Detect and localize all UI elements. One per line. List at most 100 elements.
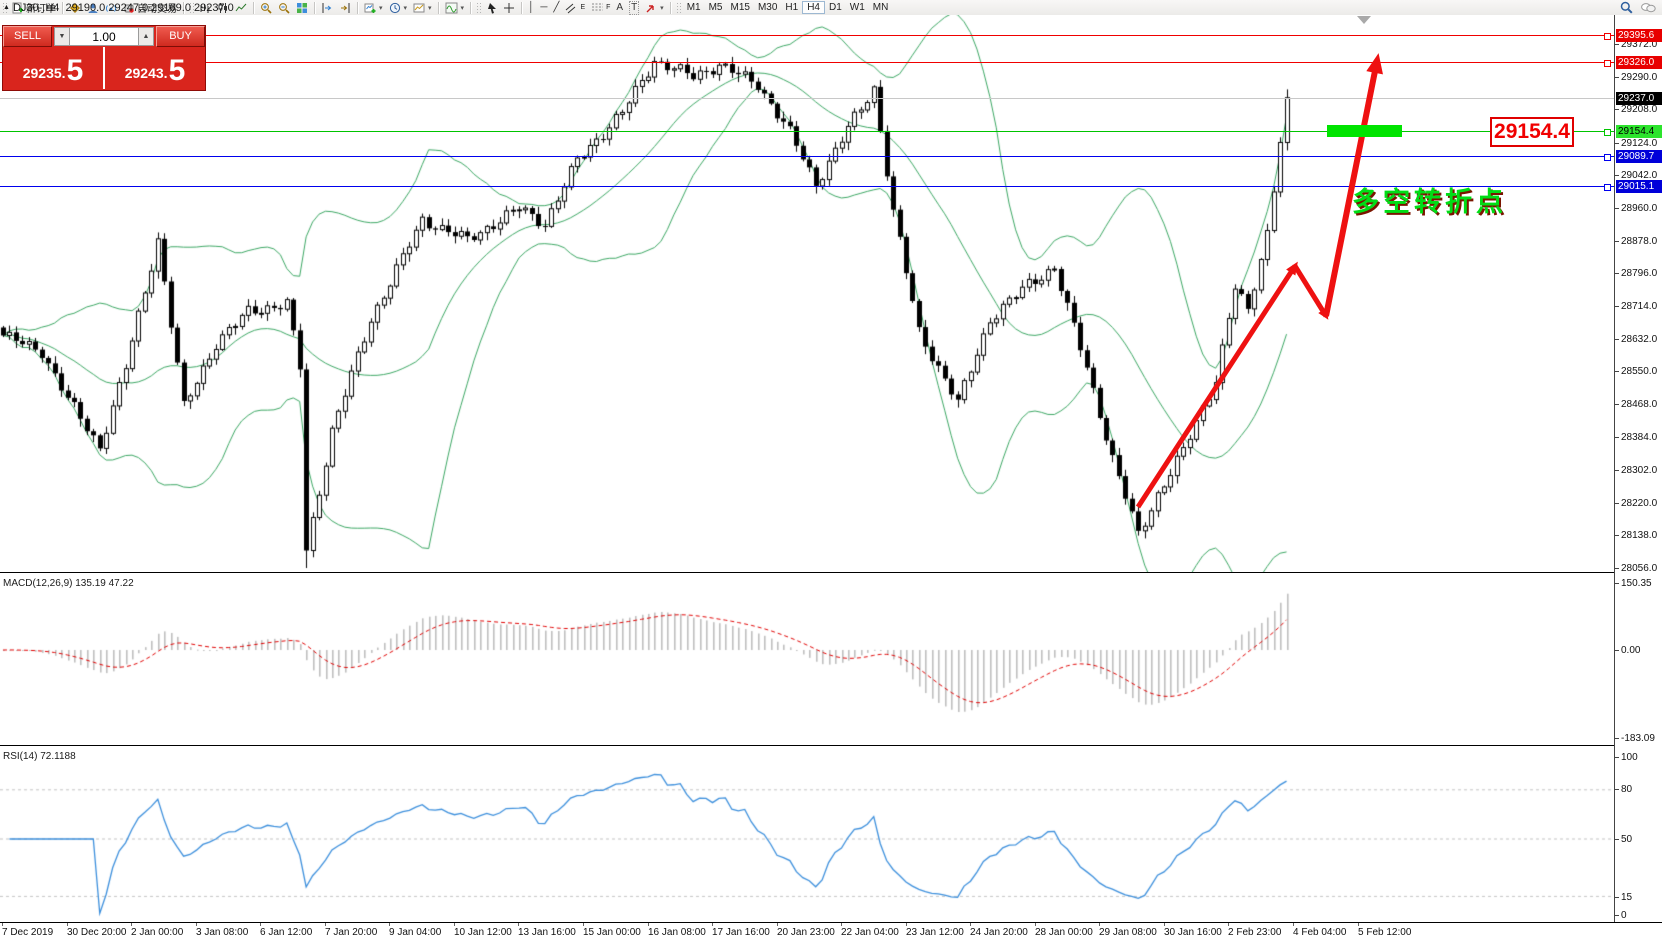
- macd-axis-label: 150.35: [1621, 578, 1652, 589]
- trendline-button[interactable]: ╱: [550, 1, 562, 15]
- zoom-in-icon: [261, 2, 272, 14]
- text-button[interactable]: A: [613, 1, 626, 15]
- channel-button[interactable]: E: [562, 1, 588, 15]
- auto-scroll-icon: [341, 2, 350, 13]
- timeframe-M1[interactable]: M1: [686, 2, 701, 13]
- axis-tick-label: 28632.0: [1621, 334, 1658, 345]
- axis-tick: [1615, 535, 1619, 536]
- arrows-button[interactable]: ▾: [642, 1, 667, 15]
- chart-shift-button[interactable]: [318, 1, 336, 15]
- level-lines-overlay: [0, 15, 1614, 572]
- bar-chart-button[interactable]: [196, 1, 214, 15]
- cursor-button[interactable]: [483, 1, 500, 15]
- line-chart-button[interactable]: [232, 1, 250, 15]
- level-line-29326.0[interactable]: [0, 62, 1614, 63]
- level-line-29089.7[interactable]: [0, 156, 1614, 157]
- time-label: 5 Feb 12:00: [1358, 927, 1412, 938]
- indicators-button[interactable]: ▾: [442, 1, 468, 15]
- signals-button[interactable]: [102, 1, 120, 15]
- price-axis[interactable]: 29395.6 29326.0 29237.0 29154.4 29089.7 29015…: [1614, 15, 1662, 922]
- price-callout-label[interactable]: 29154.4: [1490, 116, 1574, 147]
- timeframe-M30[interactable]: M30: [757, 2, 778, 13]
- axis-tick-label: 29124.0: [1621, 138, 1658, 149]
- turning-point-annotation[interactable]: 多空转折点: [1352, 187, 1507, 217]
- level-line-29154.4[interactable]: [0, 131, 1614, 132]
- trendline-icon: ╱: [553, 1, 560, 13]
- axis-tick-label: 28796.0: [1621, 268, 1658, 279]
- timeframe-H4[interactable]: H4: [802, 1, 825, 14]
- zoom-in-button[interactable]: [257, 1, 275, 15]
- template-icon: [413, 3, 425, 12]
- time-tick: [67, 923, 68, 926]
- new-order-button[interactable]: 新订单: [9, 1, 59, 15]
- vertical-line-icon: │: [528, 1, 535, 13]
- axis-tick: [1615, 109, 1619, 110]
- templates-button[interactable]: ▾: [410, 1, 435, 15]
- buy-button[interactable]: BUY: [156, 26, 205, 47]
- top-toolbar: 新订单 自动交易: [0, 0, 1662, 16]
- ohlc-values: 29190.0 29247.0 29169.0 29237.0: [65, 2, 234, 14]
- volume-up-button[interactable]: ▲: [138, 27, 154, 46]
- line-anchor[interactable]: [1604, 184, 1611, 191]
- timeframe-M15[interactable]: M15: [730, 2, 750, 13]
- price-badge-29237.0: 29237.0: [1616, 92, 1662, 105]
- rsi-axis-label: 50: [1621, 834, 1633, 845]
- timeframe-H1[interactable]: H1: [785, 2, 799, 13]
- level-line-29237.0[interactable]: [0, 98, 1614, 99]
- axis-tick: [1615, 241, 1619, 242]
- crosshair-button[interactable]: [500, 1, 518, 15]
- level-line-29015.1[interactable]: [0, 186, 1614, 187]
- axis-tick-label: 28056.0: [1621, 563, 1658, 574]
- macd-canvas[interactable]: [0, 577, 1614, 744]
- timeframe-W1[interactable]: W1: [849, 2, 865, 13]
- zoom-out-button[interactable]: [275, 1, 293, 15]
- axis-tick: [1615, 437, 1619, 438]
- sell-price[interactable]: 29235. 5: [22, 54, 84, 87]
- time-tick: [841, 923, 842, 926]
- volume-down-button[interactable]: ▼: [54, 27, 70, 46]
- axis-tick-label: 29372.0: [1621, 39, 1658, 50]
- auto-trading-button[interactable]: 自动交易: [120, 1, 180, 15]
- time-label: 10 Jan 12:00: [454, 927, 512, 938]
- support-highlight-bar[interactable]: [1327, 125, 1402, 137]
- axis-tick: [1615, 568, 1619, 569]
- line-anchor[interactable]: [1604, 60, 1611, 67]
- time-tick: [1293, 923, 1294, 926]
- timeframe-MN[interactable]: MN: [872, 2, 889, 13]
- line-anchor[interactable]: [1604, 154, 1611, 161]
- trend-arrow-zigzag[interactable]: [1135, 53, 1383, 509]
- axis-tick: [1615, 738, 1619, 739]
- axis-tick: [1615, 757, 1619, 758]
- line-anchor[interactable]: [1604, 33, 1611, 40]
- tile-windows-button[interactable]: [293, 1, 311, 15]
- candle-chart-button[interactable]: [214, 1, 232, 15]
- auto-scroll-button[interactable]: [336, 1, 354, 15]
- main-chart-canvas[interactable]: [0, 15, 1614, 572]
- chat-icon[interactable]: [1641, 2, 1656, 14]
- sell-button[interactable]: SELL: [3, 26, 52, 47]
- line-anchor[interactable]: [1604, 129, 1611, 136]
- search-icon[interactable]: [1620, 1, 1633, 14]
- accounts-button[interactable]: [84, 1, 102, 15]
- rsi-canvas[interactable]: [0, 750, 1614, 922]
- time-tick: [970, 923, 971, 926]
- axis-tick: [1615, 339, 1619, 340]
- market-watch-button[interactable]: [66, 1, 84, 15]
- timeframe-D1[interactable]: D1: [829, 2, 842, 13]
- label-button[interactable]: T: [626, 0, 642, 15]
- buy-price[interactable]: 29243. 5: [124, 54, 186, 87]
- vertical-line-button[interactable]: │: [525, 1, 537, 15]
- timeframe-M5[interactable]: M5: [708, 2, 723, 13]
- time-axis[interactable]: 7 Dec 2019 30 Dec 20:00 2 Jan 00:00 3 Jan 0…: [0, 923, 1662, 943]
- new-chart-icon: [364, 3, 376, 13]
- new-chart-button[interactable]: ▾: [361, 1, 386, 15]
- price-badge-29326.0: 29326.0: [1616, 56, 1662, 69]
- horizontal-line-button[interactable]: ─: [537, 1, 550, 15]
- macd-axis-label: 0.00: [1621, 645, 1641, 656]
- level-line-29395.6[interactable]: [0, 35, 1614, 36]
- periods-button[interactable]: ▾: [386, 1, 411, 15]
- axis-tick: [1615, 789, 1619, 790]
- volume-value[interactable]: 1.00: [70, 27, 138, 46]
- fibonacci-button[interactable]: F: [588, 1, 613, 15]
- axis-tick: [1615, 77, 1619, 78]
